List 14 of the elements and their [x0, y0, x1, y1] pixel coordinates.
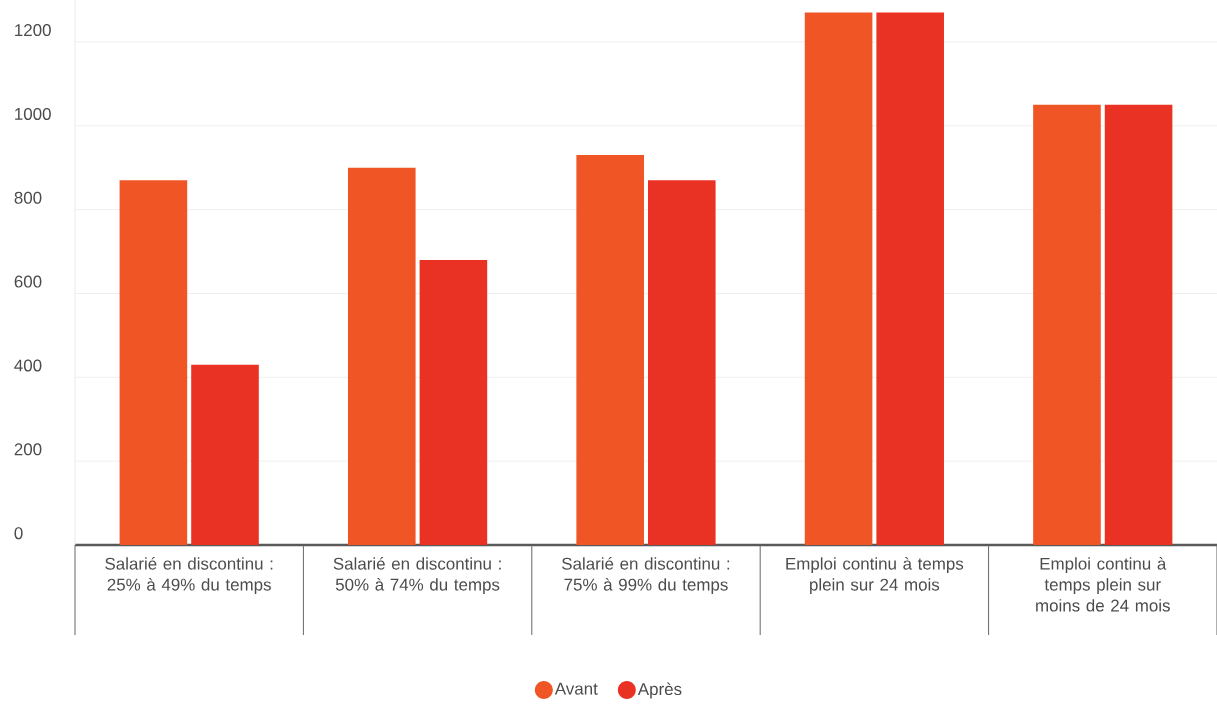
x-tick-label: Salarié en discontinu : 50% à 74% du temps — [333, 557, 501, 594]
x-tick-label: Salarié en discontinu : 75% à 99% du temps — [562, 557, 730, 594]
x-tick-label: Emploi continu à temps plein sur 24 mois — [786, 557, 964, 594]
legend-label: Avant — [554, 682, 598, 695]
y-tick-label: 200 — [14, 443, 42, 456]
y-tick-label: 600 — [14, 275, 42, 288]
x-tick-label: Salarié en discontinu : 25% à 49% du temps — [105, 557, 273, 594]
x-tick-label: Emploi continu à temps plein sur moins de 24 mois — [1036, 557, 1170, 612]
y-tick-label: 800 — [14, 191, 42, 204]
y-tick-label: 1000 — [15, 107, 51, 120]
y-tick-label: 0 — [14, 527, 23, 540]
y-tick-label: 400 — [14, 359, 42, 372]
legend-label: Après — [637, 682, 682, 699]
y-tick-label: 1200 — [15, 24, 51, 37]
